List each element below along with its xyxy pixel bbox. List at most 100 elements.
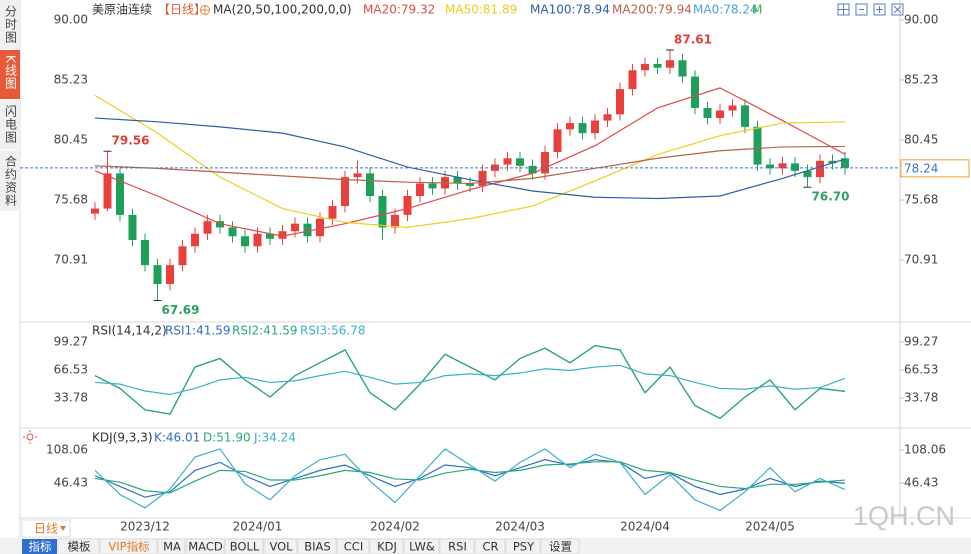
toolbar-button[interactable]: [403, 538, 440, 554]
legend-entry: D:51.90: [203, 431, 251, 445]
indicator-line: [94, 145, 846, 185]
candle-body: [666, 60, 674, 68]
toolbar-button-label[interactable]: PSY: [513, 540, 535, 554]
settings-icon[interactable]: [23, 430, 37, 444]
sidebar-tab[interactable]: [0, 0, 20, 49]
toolbar-button[interactable]: [369, 538, 404, 554]
x-tick-label: 2024/01: [233, 520, 283, 534]
add-icon[interactable]: [200, 5, 210, 15]
toolbar-button-label[interactable]: MA: [163, 540, 181, 554]
toolbar-button[interactable]: [157, 538, 186, 554]
toolbar-button[interactable]: [57, 538, 100, 554]
sidebar-tab-label[interactable]: 分时图: [4, 5, 18, 44]
toolbar-button-label[interactable]: MACD: [188, 540, 223, 554]
candle-body: [778, 163, 787, 169]
toolbar-icons[interactable]: [837, 3, 904, 16]
sidebar-tab-label[interactable]: 合约资料: [4, 154, 18, 207]
toolbar-button[interactable]: [185, 538, 225, 554]
candle-body: [578, 123, 587, 134]
toolbar-button[interactable]: [99, 538, 158, 554]
y-tick-label-left: 90.00: [54, 12, 88, 26]
x-tick-label: 2023/12: [120, 520, 170, 534]
y-tick-label: 108.06: [904, 443, 946, 457]
toolbar-button[interactable]: [474, 538, 506, 554]
candle-body: [341, 177, 349, 207]
candle-body: [216, 221, 224, 228]
sidebar-tab-label[interactable]: 闪电图: [4, 105, 18, 144]
candle-body: [691, 76, 699, 108]
last-price-box: [900, 159, 970, 178]
toolbar-button[interactable]: [439, 538, 475, 554]
candle-body: [753, 126, 762, 165]
candle-body: [178, 246, 187, 266]
candle-body: [266, 233, 274, 239]
y-tick-label-left: 70.91: [54, 253, 88, 267]
sidebar-tab[interactable]: [0, 50, 20, 99]
candle-body: [703, 107, 712, 119]
indicator-line: [94, 87, 846, 237]
toolbar-button[interactable]: [336, 538, 370, 554]
legend-entry: K:46.01: [154, 431, 200, 445]
toolbar-button-label[interactable]: CR: [482, 540, 498, 554]
toolbar-button-label[interactable]: 设置: [549, 540, 572, 554]
period-button[interactable]: 日线: [21, 519, 71, 538]
ma-indicator: MA(20,50,100,200,0,0): [213, 3, 352, 17]
toolbar-button-label[interactable]: VOL: [269, 540, 293, 554]
candle-body: [653, 63, 662, 68]
toolbar-button[interactable]: [297, 538, 337, 554]
candle-body: [541, 151, 549, 174]
indicator-line: [94, 364, 846, 396]
candle-body: [716, 110, 724, 119]
candle-body: [378, 196, 387, 228]
indicator-line: [94, 459, 846, 498]
toolbar-button-label[interactable]: BOLL: [230, 540, 260, 554]
indicator-line: [94, 94, 846, 229]
toolbar-button-label[interactable]: VIP指标: [108, 540, 149, 554]
toolbar-button[interactable]: [505, 538, 541, 554]
candle-body: [803, 170, 812, 178]
candle-body: [353, 173, 362, 178]
candle-body: [728, 105, 737, 111]
candle-body: [528, 165, 537, 174]
candle-body: [303, 223, 312, 237]
sidebar-tab[interactable]: [0, 150, 20, 211]
candle-body: [328, 206, 337, 219]
legend-entry: MA20:79.32: [363, 3, 435, 17]
toolbar-button-label[interactable]: RSI: [448, 540, 467, 554]
toolbar-button[interactable]: [22, 539, 57, 554]
y-tick-label: 99.27: [904, 335, 938, 349]
toolbar-button-label[interactable]: KDJ: [377, 540, 397, 554]
toolbar-button[interactable]: [224, 538, 264, 554]
legend-entry: MA200:79.94: [612, 3, 692, 17]
toolbar-button[interactable]: [263, 538, 298, 554]
candle-body: [453, 177, 462, 184]
sidebar-tab-label[interactable]: K线图: [4, 55, 18, 90]
toolbar-button[interactable]: [540, 538, 580, 554]
candle-body: [366, 173, 374, 197]
toolbar-button-label[interactable]: CCI: [344, 540, 363, 554]
period-label: 【日线】: [158, 3, 206, 17]
period-button-label[interactable]: 日线: [34, 522, 58, 536]
y-tick-label-left: 66.53: [54, 363, 88, 377]
candle-body: [766, 164, 774, 169]
toolbar-button-label[interactable]: 模板: [68, 540, 91, 554]
toolbar-button-label[interactable]: BIAS: [304, 540, 330, 554]
candle-body: [228, 227, 237, 237]
toolbar-button-label[interactable]: LW&: [409, 540, 435, 554]
candle-body: [103, 173, 112, 209]
sidebar-tab[interactable]: [0, 100, 20, 149]
toolbar-button-label[interactable]: 指标: [29, 540, 52, 554]
legend-entry: MA100:78.94: [530, 3, 610, 17]
candle-body: [253, 233, 262, 247]
y-tick-label-left: 46.43: [54, 476, 88, 490]
extreme-label: 67.69: [162, 303, 200, 317]
x-tick-label: 2024/03: [495, 520, 545, 534]
candle-body: [741, 105, 749, 127]
candle-body: [128, 214, 137, 241]
y-tick-label-left: 108.06: [46, 443, 88, 457]
candle-body: [828, 160, 837, 164]
candle-body: [466, 183, 474, 186]
candle-body: [153, 265, 162, 285]
